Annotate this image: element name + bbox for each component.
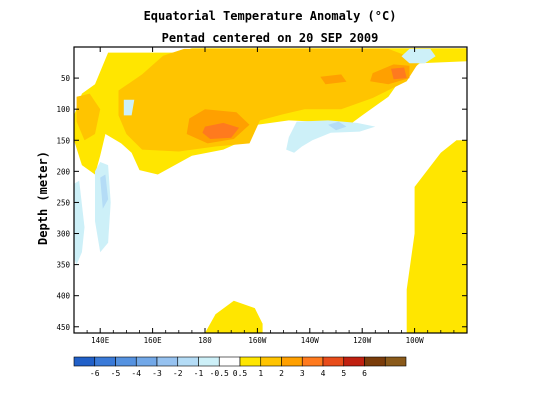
colorbar-swatch [218, 356, 241, 367]
anomaly-region [76, 93, 101, 141]
y-tick-label: 350 [56, 261, 70, 270]
y-tick-label: 150 [56, 136, 70, 145]
anomaly-region [320, 74, 347, 85]
anomaly-regions [74, 48, 467, 333]
y-tick-label: 200 [56, 167, 70, 176]
colorbar-label: 0.5 [233, 369, 248, 378]
colorbar-swatch [94, 356, 116, 367]
colorbar-swatch [239, 356, 262, 367]
colorbar-label: -3 [152, 369, 162, 378]
colorbar: -6 -5 -4 -3 -2 -1 -0.5 0.5 1 2 3 4 5 6 [73, 356, 407, 378]
y-tick-label: 450 [56, 323, 70, 332]
y-tick-label: 50 [61, 74, 71, 83]
colorbar-swatch [198, 356, 220, 367]
colorbar-swatch [343, 356, 365, 367]
anomaly-region [202, 122, 240, 139]
x-tick-label: 140W [301, 336, 320, 345]
y-axis: 50 100 150 200 250 300 350 400 450 [56, 74, 467, 332]
colorbar-swatch [177, 356, 199, 367]
colorbar-swatch [156, 356, 179, 367]
x-tick-label: 160E [144, 336, 163, 345]
colorbar-swatch [260, 356, 282, 367]
colorbar-label: -1 [194, 369, 204, 378]
x-tick-label: 160W [248, 336, 267, 345]
colorbar-swatch [115, 356, 137, 367]
anomaly-region [100, 174, 109, 209]
y-tick-label: 400 [56, 292, 70, 301]
colorbar-label: 1 [258, 369, 263, 378]
colorbar-label: -4 [131, 369, 141, 378]
x-tick-label: 120W [353, 336, 372, 345]
colorbar-swatch [364, 356, 386, 367]
y-tick-label: 100 [56, 105, 70, 114]
colorbar-label: -0.5 [210, 369, 229, 378]
chart-title: Equatorial Temperature Anomaly (°C) [144, 9, 397, 23]
colorbar-label: 6 [362, 369, 367, 378]
colorbar-swatch [322, 356, 345, 367]
anomaly-region [205, 300, 263, 333]
anomaly-region [406, 140, 467, 333]
colorbar-label: 3 [300, 369, 305, 378]
y-tick-label: 250 [56, 198, 70, 207]
colorbar-swatch [384, 356, 407, 367]
colorbar-swatch [135, 356, 158, 367]
y-tick-label: 300 [56, 230, 70, 239]
anomaly-region [328, 121, 347, 131]
anomaly-region [286, 120, 376, 153]
x-tick-label: 140E [91, 336, 110, 345]
colorbar-swatch [281, 356, 303, 367]
anomaly-region [74, 180, 85, 265]
colorbar-label: 4 [321, 369, 326, 378]
x-tick-label: 180 [198, 336, 212, 345]
chart-subtitle: Pentad centered on 20 SEP 2009 [162, 31, 379, 45]
colorbar-swatch [73, 356, 96, 367]
anomaly-region [391, 67, 407, 80]
colorbar-label: -5 [111, 369, 121, 378]
colorbar-label: 5 [341, 369, 346, 378]
colorbar-label: 2 [279, 369, 284, 378]
colorbar-label: -6 [90, 369, 100, 378]
y-axis-title: Depth (meter) [36, 151, 50, 245]
x-tick-label: 100W [406, 336, 425, 345]
colorbar-swatch [301, 356, 324, 367]
anomaly-region [401, 48, 436, 64]
colorbar-label: -2 [173, 369, 183, 378]
x-axis: 140E 160E 180 160W 140W 120W 100W [73, 47, 468, 345]
anomaly-region [123, 99, 135, 116]
